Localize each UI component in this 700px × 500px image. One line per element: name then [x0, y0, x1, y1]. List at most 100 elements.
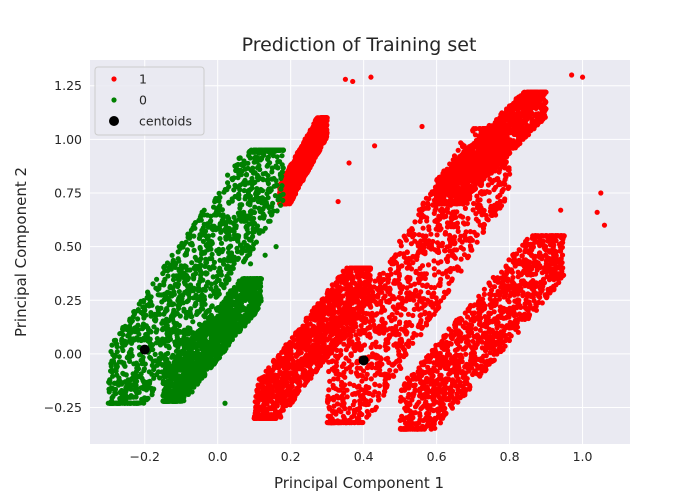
- data-point: [409, 227, 415, 233]
- data-point: [379, 289, 385, 295]
- data-point: [404, 285, 410, 291]
- data-point: [456, 394, 462, 400]
- data-point: [412, 383, 418, 389]
- data-point: [354, 390, 360, 396]
- data-point: [410, 340, 416, 346]
- data-point: [434, 217, 440, 223]
- data-point: [453, 372, 460, 378]
- data-point: [334, 290, 340, 296]
- data-point: [499, 188, 505, 194]
- data-point: [316, 345, 322, 352]
- data-point: [451, 241, 458, 247]
- data-point: [503, 332, 509, 339]
- data-point: [443, 256, 449, 262]
- data-point: [261, 390, 267, 396]
- data-point: [442, 270, 449, 276]
- data-point: [346, 358, 352, 364]
- data-point: [260, 406, 266, 412]
- data-point: [320, 349, 326, 355]
- data-point: [491, 302, 498, 309]
- data-point: [444, 274, 451, 280]
- data-point: [345, 319, 351, 325]
- data-point: [483, 367, 489, 373]
- data-point: [266, 405, 272, 411]
- data-point: [465, 338, 471, 344]
- data-point: [444, 351, 451, 357]
- data-point: [365, 298, 371, 304]
- data-point: [481, 321, 487, 327]
- data-point: [436, 356, 442, 362]
- data-point: [350, 402, 356, 408]
- data-point: [412, 388, 418, 394]
- data-point: [432, 425, 438, 431]
- data-point: [488, 310, 494, 317]
- data-point: [377, 383, 383, 389]
- data-point: [358, 323, 364, 329]
- data-point: [354, 360, 360, 366]
- data-point: [422, 237, 428, 243]
- data-point: [365, 401, 371, 407]
- data-point: [393, 253, 399, 259]
- data-point: [548, 233, 554, 239]
- data-point: [397, 426, 403, 432]
- data-point: [352, 347, 358, 354]
- data-point: [410, 312, 416, 319]
- data-point: [434, 240, 441, 246]
- data-point: [472, 368, 478, 374]
- data-point: [401, 354, 407, 360]
- data-point: [265, 371, 271, 378]
- data-point: [521, 268, 527, 274]
- data-point: [441, 358, 447, 364]
- data-point: [410, 260, 416, 266]
- data-point: [481, 221, 487, 227]
- data-point: [348, 351, 354, 358]
- data-point: [330, 358, 336, 364]
- data-point: [402, 328, 408, 334]
- data-point: [556, 279, 562, 286]
- data-point: [502, 177, 508, 183]
- data-point: [491, 155, 497, 161]
- data-point: [484, 216, 490, 222]
- data-point: [425, 421, 431, 428]
- data-point: [289, 379, 295, 385]
- data-point: [351, 322, 357, 328]
- data-point: [325, 393, 331, 399]
- data-point: [463, 387, 469, 393]
- data-point: [256, 383, 262, 389]
- data-point: [341, 415, 347, 421]
- data-point: [367, 334, 373, 340]
- data-point: [374, 329, 380, 335]
- data-point: [270, 372, 276, 378]
- data-point: [351, 382, 357, 388]
- data-point: [274, 362, 280, 368]
- data-point: [501, 289, 507, 295]
- data-point: [368, 344, 374, 350]
- data-point: [401, 251, 407, 257]
- data-point: [466, 333, 472, 339]
- data-point: [320, 307, 326, 313]
- data-point: [447, 232, 453, 238]
- data-point: [346, 266, 352, 272]
- data-point: [410, 334, 416, 341]
- data-point: [325, 348, 331, 354]
- data-point: [447, 402, 453, 408]
- data-point: [293, 365, 299, 371]
- data-point: [262, 386, 268, 392]
- data-point: [478, 189, 485, 195]
- data-point: [441, 392, 447, 398]
- data-point: [355, 265, 362, 271]
- data-point: [361, 310, 367, 316]
- data-point: [543, 233, 549, 239]
- data-point: [459, 142, 465, 148]
- data-point: [275, 354, 281, 360]
- data-point: [455, 224, 461, 231]
- data-point: [489, 345, 495, 351]
- data-point: [413, 269, 419, 276]
- data-point: [487, 296, 493, 302]
- data-point: [405, 376, 412, 382]
- data-point: [472, 355, 479, 361]
- data-point: [352, 280, 358, 286]
- data-point: [355, 269, 361, 275]
- data-point: [349, 315, 355, 321]
